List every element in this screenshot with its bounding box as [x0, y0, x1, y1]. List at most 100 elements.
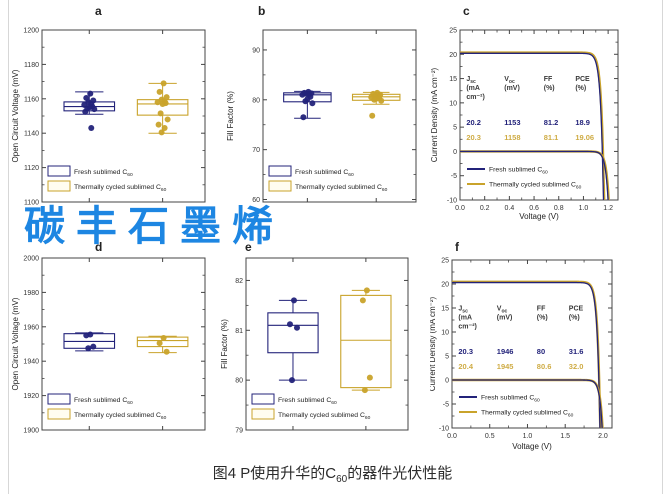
svg-text:20: 20: [449, 52, 457, 59]
svg-text:Open Circuit Voltage (mV): Open Circuit Voltage (mV): [11, 69, 20, 162]
svg-text:0.5: 0.5: [485, 433, 495, 440]
svg-text:80.6: 80.6: [537, 362, 552, 371]
svg-text:Jsc: Jsc: [458, 305, 468, 314]
svg-text:Thermally cycled sublimed C60: Thermally cycled sublimed C60: [489, 182, 582, 191]
svg-text:1.2: 1.2: [603, 205, 613, 212]
svg-text:0: 0: [453, 149, 457, 156]
svg-text:(%): (%): [575, 85, 586, 92]
svg-text:15: 15: [449, 76, 457, 83]
svg-text:Open Circuit Voltage (mV): Open Circuit Voltage (mV): [11, 297, 20, 390]
svg-text:1140: 1140: [24, 131, 39, 138]
svg-text:Voc: Voc: [504, 76, 515, 85]
svg-text:0.4: 0.4: [505, 205, 515, 212]
svg-text:19.06: 19.06: [575, 133, 594, 142]
svg-text:1940: 1940: [23, 359, 39, 366]
svg-text:Fresh sublimed C60: Fresh sublimed C60: [489, 167, 548, 176]
panel-c: c -10 -5 0 5 10 15 20 25 Current Density (mA cm⁻…: [430, 0, 665, 238]
svg-text:81: 81: [235, 328, 243, 335]
svg-text:82: 82: [235, 278, 243, 285]
svg-text:cm⁻²): cm⁻²): [466, 94, 484, 101]
svg-text:1920: 1920: [23, 393, 39, 400]
svg-text:1180: 1180: [24, 62, 39, 69]
svg-text:10: 10: [441, 330, 449, 337]
svg-text:Voltage (V): Voltage (V): [519, 212, 559, 221]
svg-text:(mV): (mV): [504, 85, 520, 92]
svg-text:(mA: (mA: [466, 85, 480, 92]
svg-text:Fresh sublimed C60: Fresh sublimed C60: [278, 397, 337, 406]
svg-text:-5: -5: [443, 402, 449, 409]
panel-d-label: d: [95, 240, 103, 254]
svg-text:1980: 1980: [23, 290, 39, 297]
caption-subscript: 60: [336, 474, 348, 485]
watermark-text: 碳丰石墨烯: [24, 202, 284, 250]
svg-text:0.6: 0.6: [529, 205, 539, 212]
panel-e: e 79 80 81 82 Fill Factor (%) Fresh sublimed …: [218, 240, 430, 468]
svg-text:25: 25: [449, 28, 457, 35]
panel-f: f -10 -5 0 5 10 15 20 25 Current Density (mA cm⁻…: [430, 240, 665, 468]
figure-caption: 图4 P使用升华的C60的器件光伏性能: [0, 462, 665, 485]
panel-e-svg: 79 80 81 82 Fill Factor (%) Fresh sublimed C6…: [220, 257, 409, 435]
svg-text:1200: 1200: [23, 28, 39, 35]
svg-text:81.1: 81.1: [544, 133, 559, 142]
panel-a-svg: 1100 1120 1140 1160 1180 1200 Open Circuit Vol…: [11, 28, 206, 207]
svg-text:1.0: 1.0: [523, 433, 533, 440]
svg-text:Fill Factor (%): Fill Factor (%): [226, 91, 235, 141]
panel-d-svg: 1900 1920 1940 1960 1980 2000 Open Circuit Vol…: [11, 256, 206, 435]
svg-text:5: 5: [453, 125, 457, 132]
svg-text:1960: 1960: [23, 324, 39, 331]
svg-text:20.3: 20.3: [466, 133, 481, 142]
svg-text:79: 79: [235, 428, 243, 435]
svg-text:90: 90: [252, 47, 260, 54]
panel-c-label: c: [463, 4, 470, 18]
svg-text:-10: -10: [447, 198, 457, 205]
svg-text:0.0: 0.0: [455, 205, 465, 212]
svg-text:Fresh sublimed C60: Fresh sublimed C60: [481, 395, 540, 404]
svg-text:1946: 1946: [497, 347, 514, 356]
svg-text:1100: 1100: [24, 200, 39, 207]
svg-text:PCE: PCE: [575, 76, 590, 83]
svg-text:(%): (%): [569, 314, 580, 321]
svg-text:25: 25: [441, 258, 449, 265]
panel-b-label: b: [258, 4, 266, 18]
panel-a: a 1100 1120 1140 1160 1180 1200 Open Circuit V…: [6, 0, 218, 238]
svg-text:20.2: 20.2: [466, 118, 481, 127]
svg-text:Thermally cycled sublimed C60: Thermally cycled sublimed C60: [74, 184, 167, 193]
svg-text:0.8: 0.8: [554, 205, 564, 212]
svg-text:(mA: (mA: [458, 314, 472, 321]
svg-text:Voc: Voc: [497, 305, 508, 314]
svg-text:1.5: 1.5: [560, 433, 570, 440]
svg-text:1160: 1160: [24, 96, 39, 103]
panel-f-svg: -10 -5 0 5 10 15 20 25 Current Density (mA cm⁻²)…: [430, 258, 613, 451]
svg-text:cm⁻²): cm⁻²): [458, 323, 476, 330]
svg-text:15: 15: [441, 306, 449, 313]
panel-d: d 1900 1920 1940 1960 1980 2000 Open Circuit V…: [6, 240, 218, 468]
svg-text:20: 20: [441, 282, 449, 289]
caption-prefix: 图4 P使用升华的C: [212, 465, 337, 482]
svg-text:Thermally cycled sublimed C60: Thermally cycled sublimed C60: [481, 410, 574, 419]
page-edge-right: [662, 0, 663, 494]
svg-text:20.3: 20.3: [458, 347, 473, 356]
svg-text:81.2: 81.2: [544, 118, 559, 127]
svg-text:31.6: 31.6: [569, 347, 584, 356]
svg-text:1900: 1900: [23, 428, 39, 435]
panel-c-svg: -10 -5 0 5 10 15 20 25 Current Density (mA cm⁻²)…: [430, 28, 619, 221]
svg-text:18.9: 18.9: [575, 118, 590, 127]
svg-text:10: 10: [449, 100, 457, 107]
svg-text:Fresh sublimed C60: Fresh sublimed C60: [74, 169, 133, 178]
svg-text:-5: -5: [451, 173, 457, 180]
svg-text:(%): (%): [544, 85, 555, 92]
svg-text:20.4: 20.4: [458, 362, 473, 371]
svg-text:1.0: 1.0: [579, 205, 589, 212]
svg-text:1120: 1120: [24, 165, 39, 172]
panel-f-label: f: [455, 240, 459, 254]
svg-text:FF: FF: [537, 305, 546, 312]
svg-text:60: 60: [252, 197, 260, 204]
svg-text:Fill Factor (%): Fill Factor (%): [220, 319, 229, 369]
page-edge-left: [8, 0, 9, 494]
svg-text:0: 0: [445, 378, 449, 385]
svg-text:Voltage (V): Voltage (V): [512, 442, 552, 451]
svg-text:70: 70: [252, 147, 260, 154]
svg-text:1153: 1153: [504, 118, 520, 127]
svg-text:2000: 2000: [23, 256, 39, 263]
